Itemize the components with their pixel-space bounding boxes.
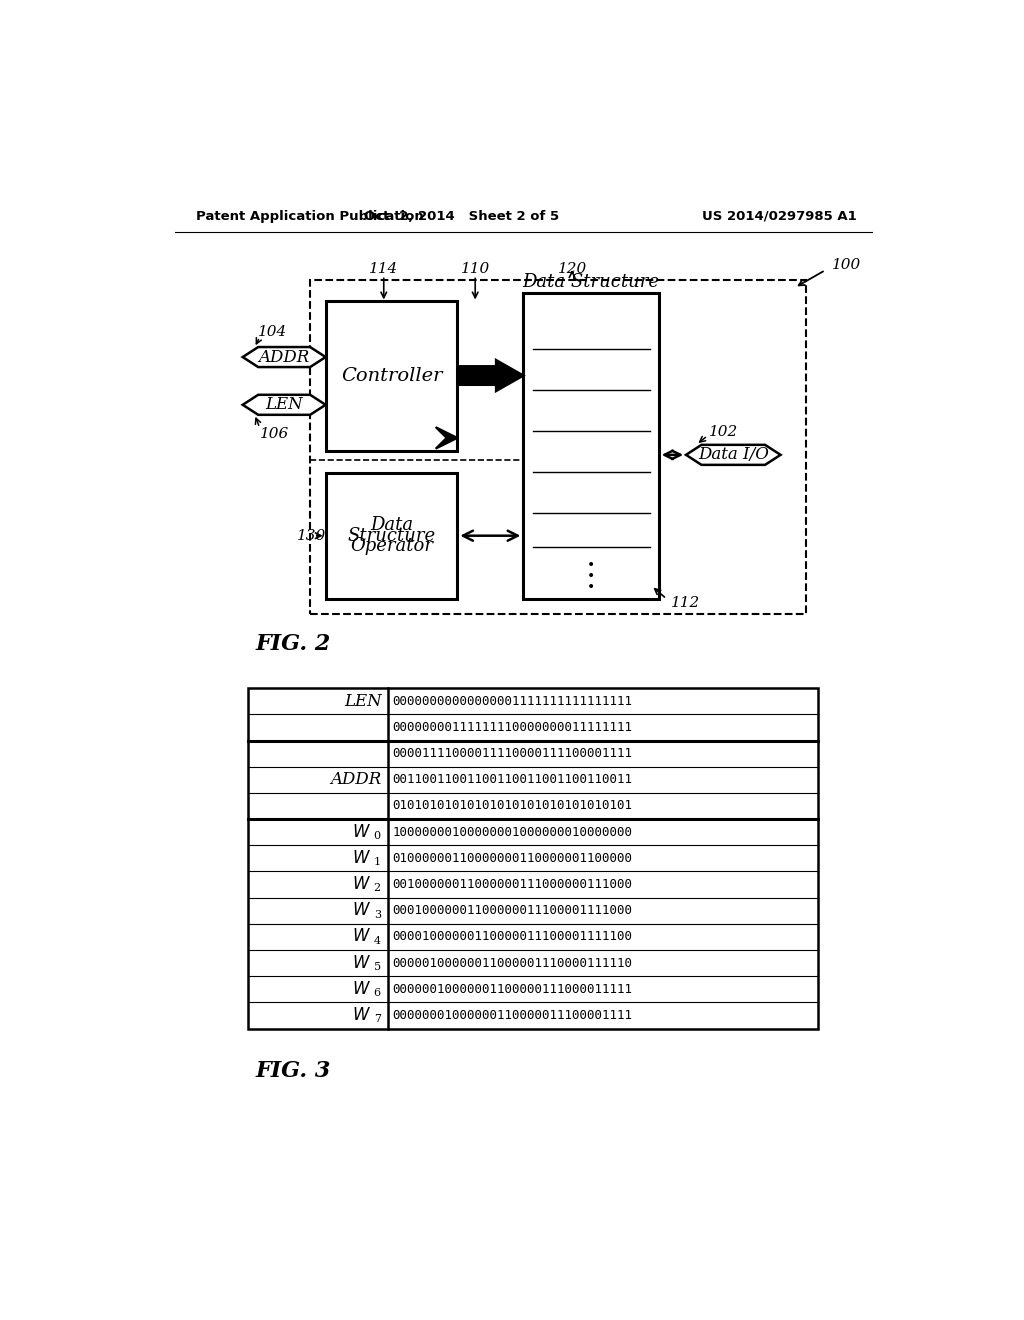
- Text: 6: 6: [374, 989, 381, 998]
- Text: 7: 7: [374, 1014, 381, 1024]
- Text: 01010101010101010101010101010101: 01010101010101010101010101010101: [392, 800, 632, 813]
- Text: 10000000100000001000000010000000: 10000000100000001000000010000000: [392, 825, 632, 838]
- Text: $W$: $W$: [351, 850, 371, 867]
- Bar: [310, 280, 806, 614]
- Text: 0: 0: [374, 832, 381, 841]
- Text: Data I/O: Data I/O: [697, 446, 769, 463]
- Text: 00001111000011110000111100001111: 00001111000011110000111100001111: [392, 747, 632, 760]
- Polygon shape: [243, 347, 326, 367]
- Text: Data Structure: Data Structure: [522, 273, 659, 290]
- Text: US 2014/0297985 A1: US 2014/0297985 A1: [701, 210, 856, 223]
- Text: •: •: [587, 579, 595, 594]
- Polygon shape: [435, 428, 458, 449]
- Text: 130: 130: [297, 529, 327, 543]
- Text: $W$: $W$: [351, 1007, 371, 1024]
- Text: Controller: Controller: [341, 367, 442, 385]
- Text: LEN: LEN: [344, 693, 381, 710]
- Polygon shape: [458, 360, 523, 391]
- Text: 2: 2: [374, 883, 381, 894]
- Text: 104: 104: [258, 325, 288, 339]
- Text: FIG. 2: FIG. 2: [256, 632, 331, 655]
- Text: Data: Data: [370, 516, 413, 533]
- Text: FIG. 3: FIG. 3: [256, 1060, 331, 1082]
- Text: Structure: Structure: [347, 527, 435, 545]
- Text: 106: 106: [260, 428, 289, 441]
- Text: 102: 102: [710, 425, 738, 438]
- Text: 00010000001100000011100001111000: 00010000001100000011100001111000: [392, 904, 632, 917]
- Text: $W$: $W$: [351, 902, 371, 919]
- Text: 100: 100: [831, 257, 861, 272]
- Text: Patent Application Publication: Patent Application Publication: [197, 210, 424, 223]
- Text: 00000100000011000001110000111110: 00000100000011000001110000111110: [392, 957, 632, 970]
- Text: ADDR: ADDR: [330, 771, 381, 788]
- Text: •: •: [587, 558, 595, 572]
- Text: 00100000011000000111000000111000: 00100000011000000111000000111000: [392, 878, 632, 891]
- Text: 00000000111111110000000011111111: 00000000111111110000000011111111: [392, 721, 632, 734]
- Text: 00110011001100110011001100110011: 00110011001100110011001100110011: [392, 774, 632, 787]
- Text: 00000001000000110000011100001111: 00000001000000110000011100001111: [392, 1008, 632, 1022]
- Text: $W$: $W$: [351, 824, 371, 841]
- Text: 01000000110000000110000001100000: 01000000110000000110000001100000: [392, 851, 632, 865]
- Polygon shape: [243, 395, 326, 414]
- Text: Operator: Operator: [350, 537, 433, 556]
- Text: •: •: [587, 569, 595, 582]
- Bar: [326, 473, 458, 599]
- Text: $W$: $W$: [351, 954, 371, 972]
- Text: $W$: $W$: [351, 981, 371, 998]
- Text: $W$: $W$: [351, 928, 371, 945]
- Text: $W$: $W$: [351, 876, 371, 894]
- Text: 114: 114: [369, 261, 398, 276]
- Text: Oct. 2, 2014   Sheet 2 of 5: Oct. 2, 2014 Sheet 2 of 5: [364, 210, 559, 223]
- Text: 00001000000110000011100001111100: 00001000000110000011100001111100: [392, 931, 632, 944]
- Text: 5: 5: [374, 962, 381, 972]
- Text: 112: 112: [671, 597, 699, 610]
- Polygon shape: [686, 445, 780, 465]
- Bar: [248, 688, 818, 1028]
- Bar: [326, 301, 458, 451]
- Text: 00000010000001100000111000011111: 00000010000001100000111000011111: [392, 982, 632, 995]
- Bar: [523, 293, 658, 599]
- Text: 00000000000000001111111111111111: 00000000000000001111111111111111: [392, 694, 632, 708]
- Text: ADDR: ADDR: [258, 348, 310, 366]
- Text: 4: 4: [374, 936, 381, 945]
- Text: 110: 110: [461, 261, 489, 276]
- Text: 3: 3: [374, 909, 381, 920]
- Text: 120: 120: [557, 261, 587, 276]
- Text: LEN: LEN: [265, 396, 303, 413]
- Text: 1: 1: [374, 857, 381, 867]
